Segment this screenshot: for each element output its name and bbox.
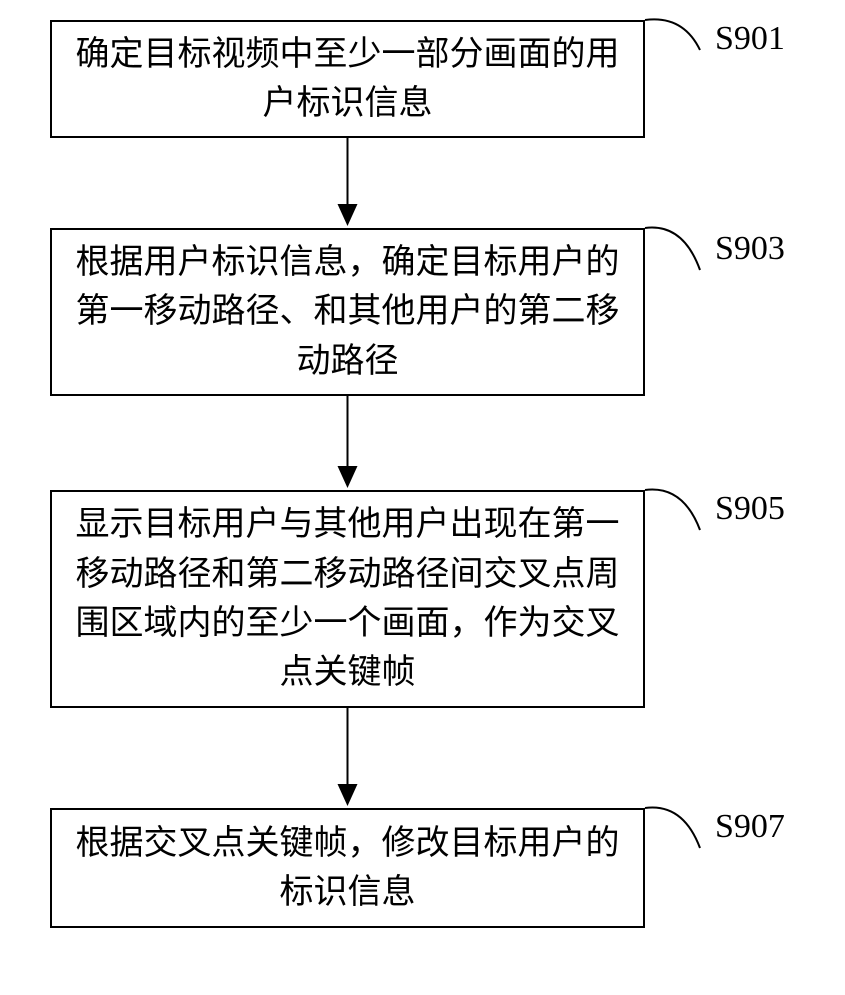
flow-step-1-text: 确定目标视频中至少一部分画面的用户标识信息 bbox=[70, 30, 625, 129]
flow-step-3: 显示目标用户与其他用户出现在第一移动路径和第二移动路径间交叉点周围区域内的至少一… bbox=[50, 490, 645, 708]
bracket-s905 bbox=[645, 490, 700, 531]
flow-step-2: 根据用户标识信息，确定目标用户的第一移动路径、和其他用户的第二移动路径 bbox=[50, 228, 645, 396]
flow-step-3-text: 显示目标用户与其他用户出现在第一移动路径和第二移动路径间交叉点周围区域内的至少一… bbox=[70, 500, 625, 697]
flow-step-4: 根据交叉点关键帧，修改目标用户的标识信息 bbox=[50, 808, 645, 928]
bracket-s903 bbox=[645, 228, 700, 270]
bracket-s901 bbox=[645, 19, 700, 50]
flow-step-4-label: S907 bbox=[715, 808, 785, 846]
flowchart-canvas: 确定目标视频中至少一部分画面的用户标识信息 S901 根据用户标识信息，确定目标… bbox=[0, 0, 845, 995]
flow-step-4-text: 根据交叉点关键帧，修改目标用户的标识信息 bbox=[70, 819, 625, 918]
bracket-s907 bbox=[645, 808, 700, 849]
flow-step-1-label: S901 bbox=[715, 20, 785, 58]
flow-step-3-label: S905 bbox=[715, 490, 785, 528]
flow-step-1: 确定目标视频中至少一部分画面的用户标识信息 bbox=[50, 20, 645, 138]
flow-step-2-text: 根据用户标识信息，确定目标用户的第一移动路径、和其他用户的第二移动路径 bbox=[70, 238, 625, 386]
flow-step-2-label: S903 bbox=[715, 230, 785, 268]
